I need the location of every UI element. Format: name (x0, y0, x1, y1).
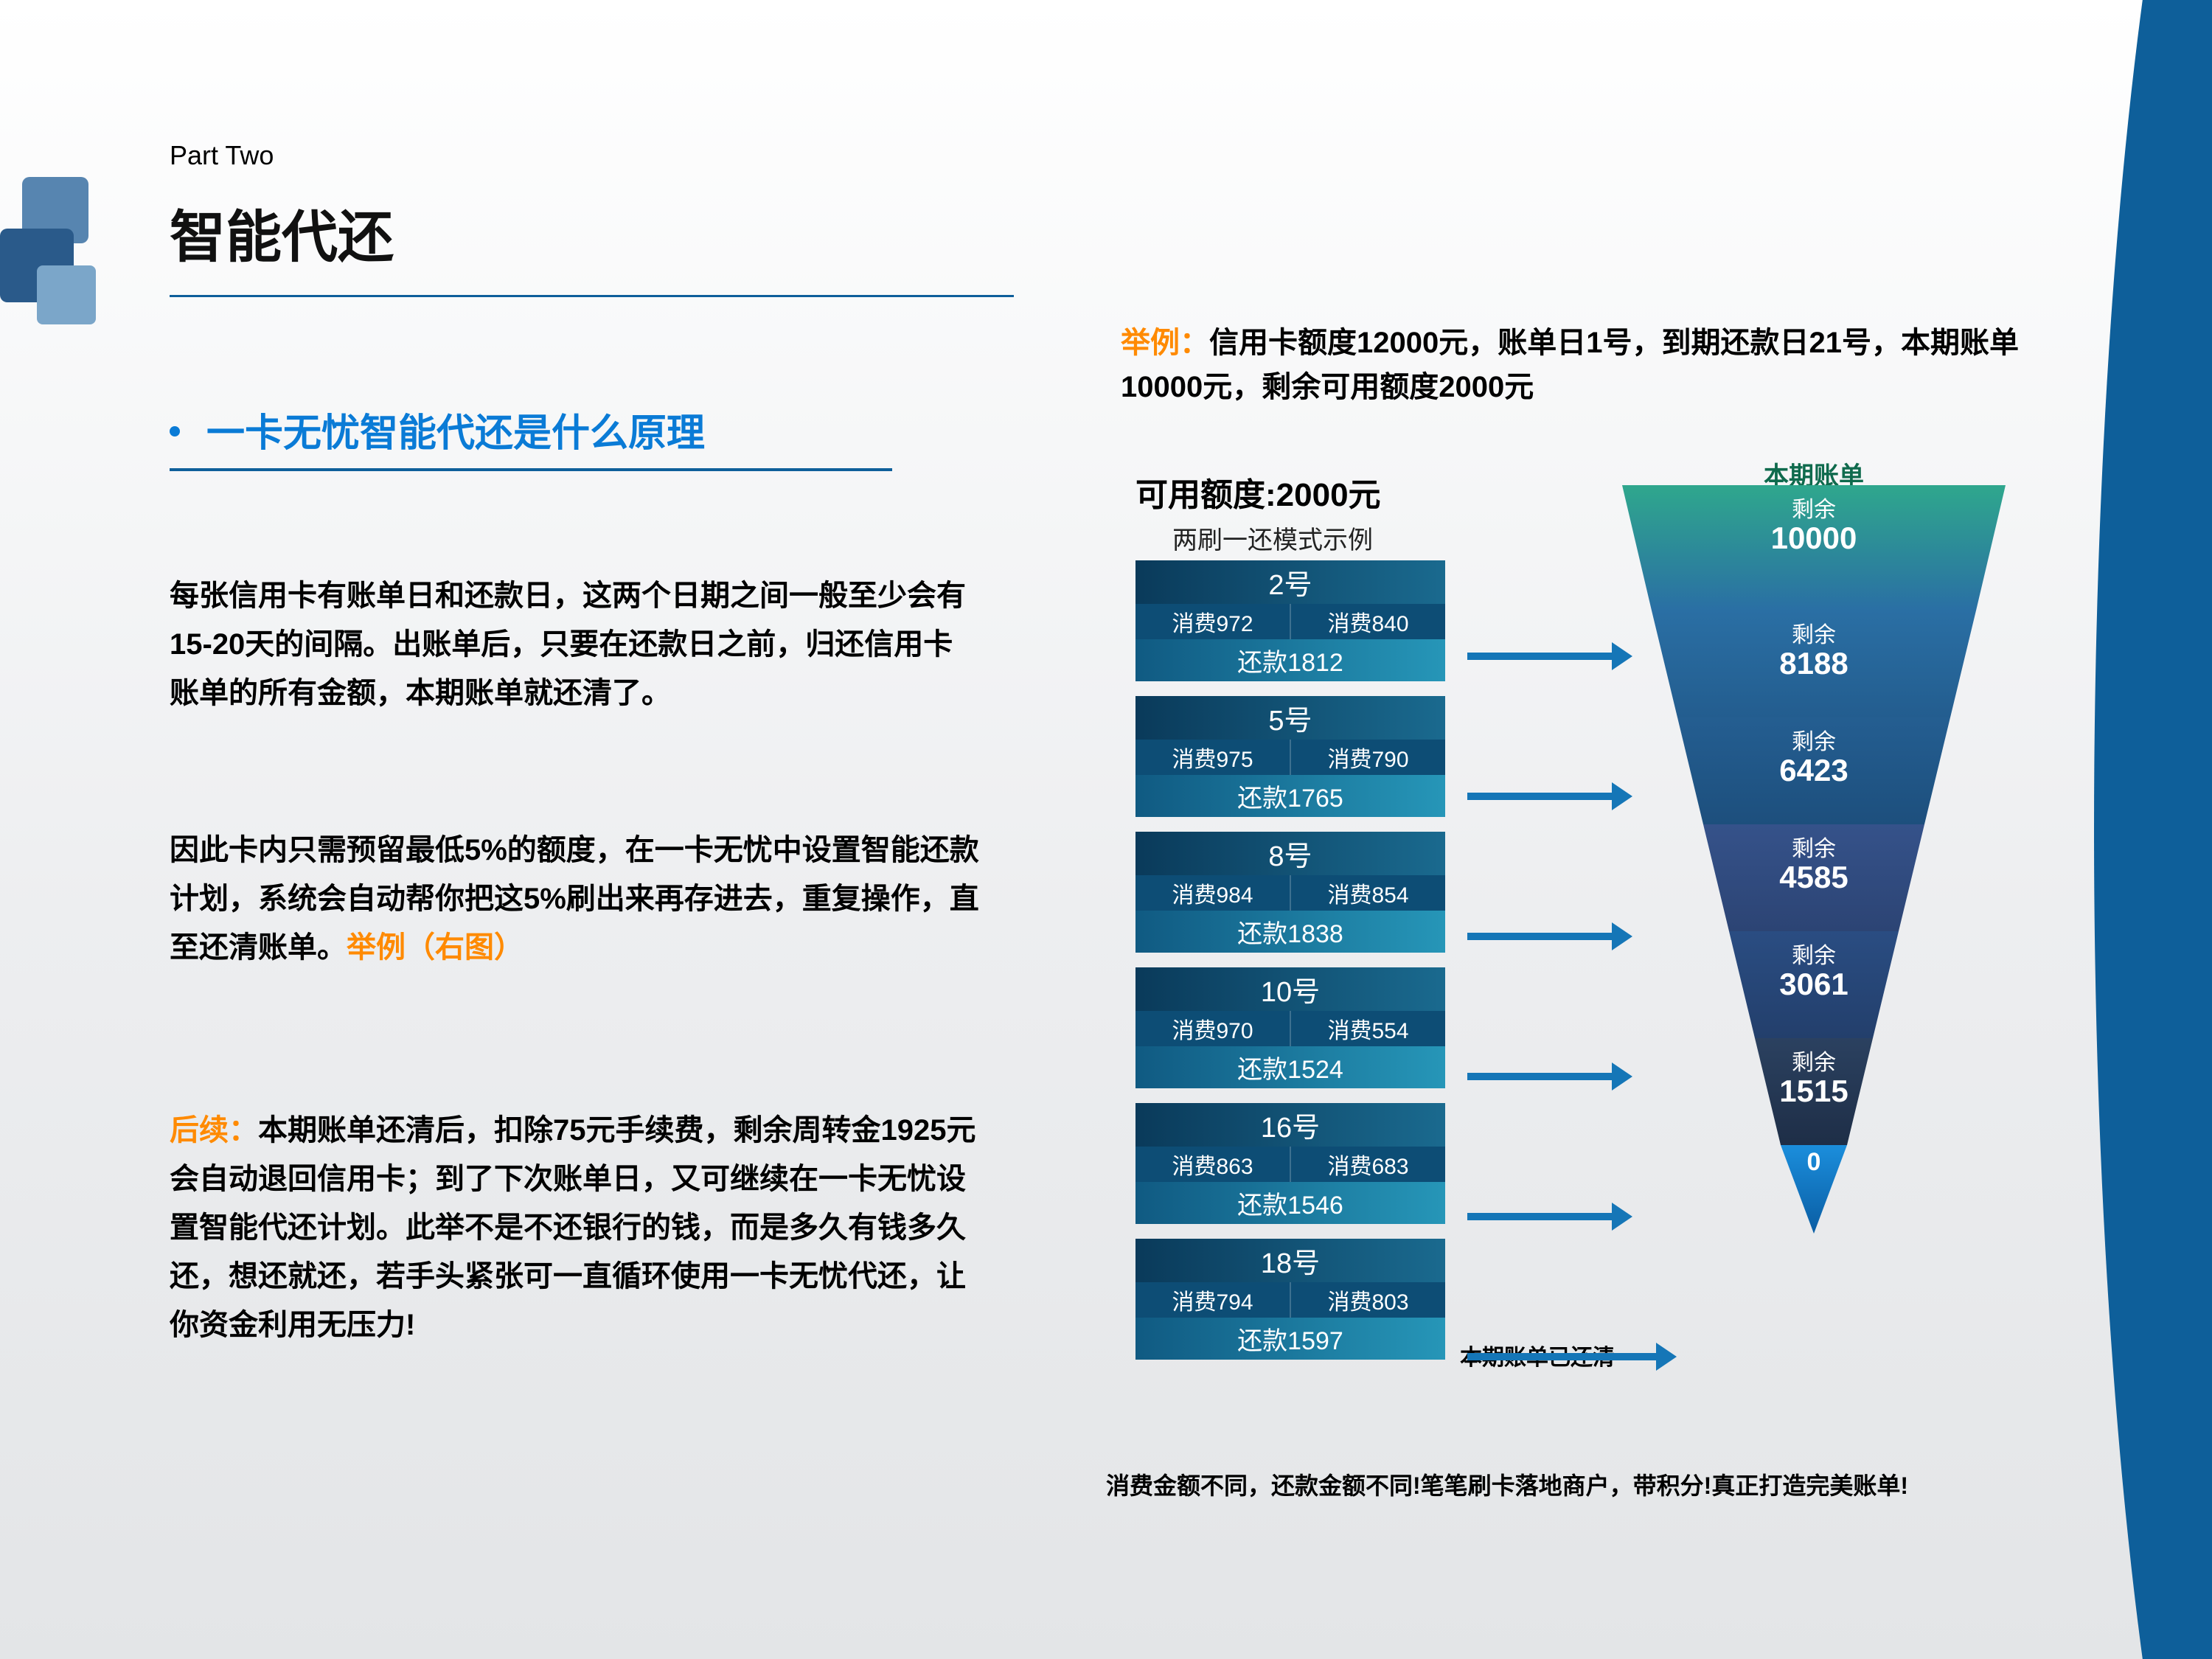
step-repay: 还款1546 (1135, 1182, 1445, 1224)
funnel-seg-label: 剩余 (1622, 491, 2006, 524)
funnel-seg-label: 剩余 (1652, 616, 1976, 649)
funnel-seg-value: 3061 (1729, 967, 1899, 1002)
sub-heading: 一卡无忧智能代还是什么原理 (206, 402, 705, 457)
funnel-segment: 剩余6423 (1677, 717, 1950, 824)
step-consume-row: 消费794消费803 (1135, 1282, 1445, 1318)
mode-label: 两刷一还模式示例 (1172, 520, 1373, 556)
step-repay: 还款1812 (1135, 639, 1445, 681)
step-consume-1: 消费863 (1135, 1147, 1291, 1182)
bullet-dot (170, 426, 180, 437)
arrow-icon (1467, 793, 1615, 800)
funnel-seg-value: 1515 (1755, 1074, 1873, 1109)
funnel-seg-label: 剩余 (1677, 723, 1950, 756)
paragraph-2-example-ref: 举例（右图） (347, 931, 524, 964)
step-consume-2: 消费683 (1291, 1147, 1445, 1182)
step-consume-row: 消费970消费554 (1135, 1011, 1445, 1046)
paragraph-3-body: 本期账单还清后，扣除75元手续费，剩余周转金1925元会自动退回信用卡；到了下次… (170, 1114, 975, 1341)
example-lead-label: 举例： (1121, 327, 1209, 359)
page-title: 智能代还 (170, 192, 394, 273)
steps-column: 2号消费972消费840还款18125号消费975消费790还款17658号消费… (1135, 560, 1445, 1374)
arrow-icon (1467, 1073, 1615, 1080)
step-block: 16号消费863消费683还款1546 (1135, 1103, 1445, 1224)
step-day: 10号 (1135, 967, 1445, 1011)
funnel-seg-label: 剩余 (1703, 830, 1924, 863)
funnel-segment: 剩余8188 (1652, 611, 1976, 717)
step-consume-row: 消费975消费790 (1135, 740, 1445, 775)
right-accent-curve (2094, 0, 2212, 1659)
step-day: 5号 (1135, 696, 1445, 740)
funnel-seg-label: 剩余 (1729, 937, 1899, 970)
example-lead-text: 信用卡额度12000元，账单日1号，到期还款日21号，本期账单10000元，剩余… (1121, 327, 2019, 403)
step-consume-row: 消费984消费854 (1135, 875, 1445, 911)
step-repay: 还款1524 (1135, 1046, 1445, 1088)
step-consume-2: 消费840 (1291, 604, 1445, 639)
funnel-seg-value: 0 (1781, 1148, 1847, 1177)
step-day: 2号 (1135, 560, 1445, 604)
funnel-seg-value: 10000 (1622, 521, 2006, 556)
funnel-seg-value: 4585 (1703, 860, 1924, 895)
funnel-seg-label: 剩余 (1755, 1044, 1873, 1077)
step-consume-1: 消费794 (1135, 1282, 1291, 1318)
step-block: 18号消费794消费803还款1597 (1135, 1239, 1445, 1360)
paragraph-2-body: 因此卡内只需预留最低5%的额度，在一卡无忧中设置智能还款计划，系统会自动帮你把这… (170, 834, 979, 964)
sub-heading-rule (170, 468, 892, 471)
available-credit-label: 可用额度:2000元 (1135, 468, 1381, 515)
step-consume-2: 消费803 (1291, 1282, 1445, 1318)
step-day: 16号 (1135, 1103, 1445, 1147)
step-repay: 还款1597 (1135, 1318, 1445, 1360)
step-consume-2: 消费854 (1291, 875, 1445, 911)
step-block: 8号消费984消费854还款1838 (1135, 832, 1445, 953)
funnel-segment: 剩余3061 (1729, 931, 1899, 1038)
funnel-segment: 0 (1781, 1145, 1847, 1234)
step-day: 8号 (1135, 832, 1445, 875)
step-consume-row: 消费972消费840 (1135, 604, 1445, 639)
step-consume-1: 消费984 (1135, 875, 1291, 911)
title-rule (170, 295, 1014, 297)
arrow-icon (1467, 1213, 1615, 1220)
step-consume-1: 消费970 (1135, 1011, 1291, 1046)
logo-block (0, 177, 96, 347)
step-consume-2: 消费554 (1291, 1011, 1445, 1046)
step-block: 5号消费975消费790还款1765 (1135, 696, 1445, 817)
funnel-segment: 剩余4585 (1703, 824, 1924, 931)
funnel-segment: 剩余10000 (1622, 485, 2006, 611)
funnel-seg-value: 6423 (1677, 753, 1950, 788)
paragraph-3-lead: 后续： (170, 1114, 258, 1147)
paragraph-1: 每张信用卡有账单日和还款日，这两个日期之间一般至少会有15-20天的间隔。出账单… (170, 571, 981, 717)
funnel-seg-value: 8188 (1652, 646, 1976, 681)
arrow-icon (1467, 933, 1615, 940)
step-block: 2号消费972消费840还款1812 (1135, 560, 1445, 681)
funnel-segment: 剩余1515 (1755, 1038, 1873, 1145)
paragraph-3: 后续：本期账单还清后，扣除75元手续费，剩余周转金1925元会自动退回信用卡；到… (170, 1106, 981, 1349)
step-repay: 还款1838 (1135, 911, 1445, 953)
step-consume-1: 消费975 (1135, 740, 1291, 775)
example-header: 举例：信用卡额度12000元，账单日1号，到期还款日21号，本期账单10000元… (1121, 321, 2024, 409)
step-consume-1: 消费972 (1135, 604, 1291, 639)
paragraph-2: 因此卡内只需预留最低5%的额度，在一卡无忧中设置智能还款计划，系统会自动帮你把这… (170, 826, 981, 972)
step-block: 10号消费970消费554还款1524 (1135, 967, 1445, 1088)
arrow-icon (1467, 653, 1615, 660)
step-consume-row: 消费863消费683 (1135, 1147, 1445, 1182)
arrow-icon (1467, 1353, 1659, 1360)
footer-note: 消费金额不同，还款金额不同!笔笔刷卡落地商户，带积分!真正打造完美账单! (1106, 1467, 2046, 1501)
step-consume-2: 消费790 (1291, 740, 1445, 775)
step-repay: 还款1765 (1135, 775, 1445, 817)
part-label: Part Two (170, 140, 274, 171)
step-day: 18号 (1135, 1239, 1445, 1282)
